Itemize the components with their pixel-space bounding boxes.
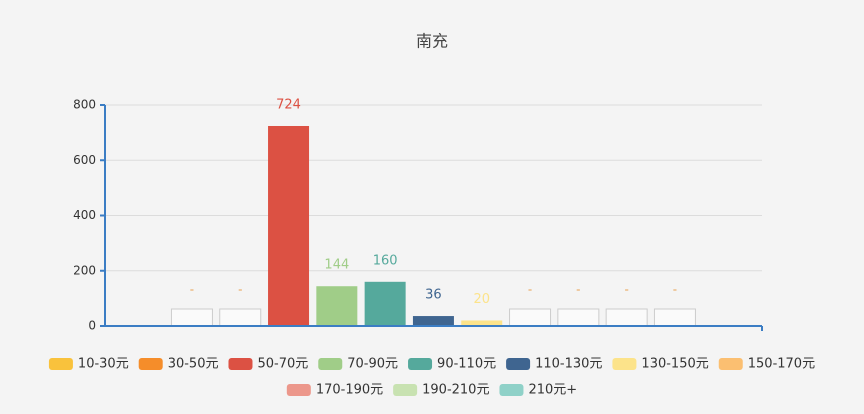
y-tick-label: 200 <box>73 263 96 277</box>
empty-bar <box>605 308 648 327</box>
value-label: 36 <box>425 288 442 303</box>
legend-label: 190-210元 <box>422 383 489 398</box>
value-label: 20 <box>473 292 490 307</box>
value-label: - <box>624 283 628 297</box>
legend-label: 210元+ <box>528 383 577 398</box>
bar <box>461 320 503 326</box>
bar <box>316 286 358 326</box>
bar <box>412 316 454 326</box>
bar <box>268 125 310 327</box>
y-tick-label: 600 <box>73 153 96 167</box>
value-label: - <box>528 283 532 297</box>
legend-swatch <box>499 384 524 396</box>
empty-bar <box>509 308 552 327</box>
legend-label: 170-190元 <box>316 383 383 398</box>
value-label: 160 <box>373 253 398 268</box>
legend-label: 50-70元 <box>257 357 308 372</box>
legend-swatch <box>228 358 253 370</box>
y-tick-label: 800 <box>73 98 96 112</box>
legend-swatch <box>612 358 637 370</box>
legend-swatch <box>318 358 343 370</box>
y-tick-label: 400 <box>73 208 96 222</box>
legend-swatch <box>506 358 531 370</box>
empty-bar <box>219 308 262 327</box>
legend-swatch <box>393 384 418 396</box>
chart-title: 南充 <box>416 32 448 51</box>
value-label: 144 <box>324 258 349 273</box>
legend-label: 150-170元 <box>748 357 815 372</box>
value-label: - <box>576 283 580 297</box>
value-label: - <box>238 283 242 297</box>
legend-label: 10-30元 <box>78 357 129 372</box>
empty-bar <box>170 308 213 327</box>
legend-swatch <box>408 358 433 370</box>
empty-bar <box>557 308 600 327</box>
value-label: 724 <box>276 97 301 112</box>
legend-swatch <box>718 358 743 370</box>
legend-swatch <box>286 384 311 396</box>
legend-swatch <box>48 358 73 370</box>
bar <box>364 281 406 326</box>
value-label: - <box>190 283 194 297</box>
legend-label: 90-110元 <box>437 357 496 372</box>
legend-label: 130-150元 <box>641 357 708 372</box>
legend-swatch <box>138 358 163 370</box>
empty-bar <box>653 308 696 327</box>
legend-label: 110-130元 <box>535 357 602 372</box>
legend-label: 70-90元 <box>347 357 398 372</box>
legend-label: 30-50元 <box>168 357 219 372</box>
value-label: - <box>673 283 677 297</box>
y-tick-label: 0 <box>88 319 96 333</box>
